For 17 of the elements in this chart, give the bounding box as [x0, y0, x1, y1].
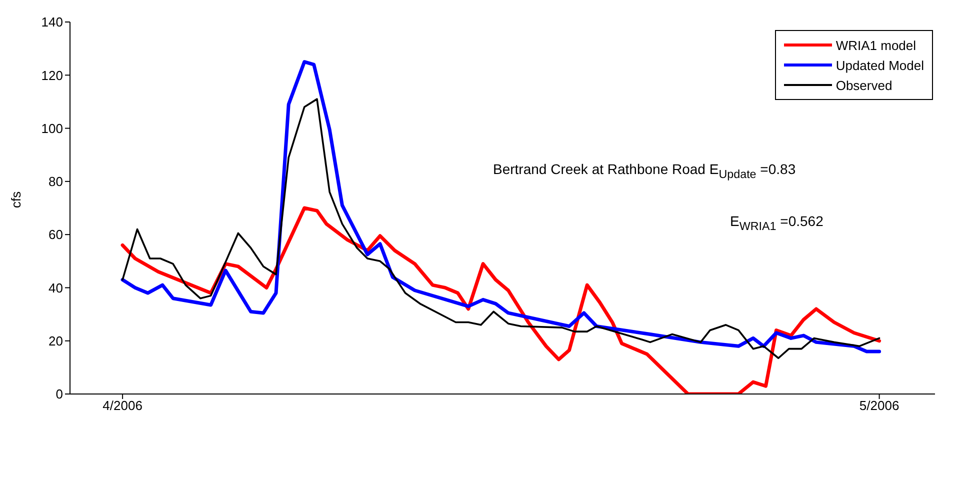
line-series [120, 206, 882, 394]
y-tick-label: 40 [48, 280, 63, 296]
annotation: Bertrand Creek at Rathbone Road E$_{Update}$ =0.83 [493, 161, 796, 181]
y-tick-label: 120 [41, 68, 63, 83]
y-tick-label: 0 [56, 386, 63, 402]
legend-label: WRIA1 model [836, 38, 916, 52]
y-tick-label: 100 [41, 120, 63, 136]
x-tick-label: 4/2006 [102, 398, 142, 414]
annotation: E$_{WRIA1}$ =0.562 [730, 213, 824, 233]
y-tick-label: 80 [48, 174, 63, 190]
y-axis-title: cfs [8, 190, 24, 208]
y-tick-label: 60 [48, 227, 63, 242]
y-tick-label: 140 [41, 14, 63, 30]
legend-label: Observed [836, 78, 892, 92]
x-tick-label: 5/2006 [859, 398, 900, 414]
y-tick-label: 20 [48, 333, 63, 348]
legend-label: Updated Model [836, 58, 924, 72]
